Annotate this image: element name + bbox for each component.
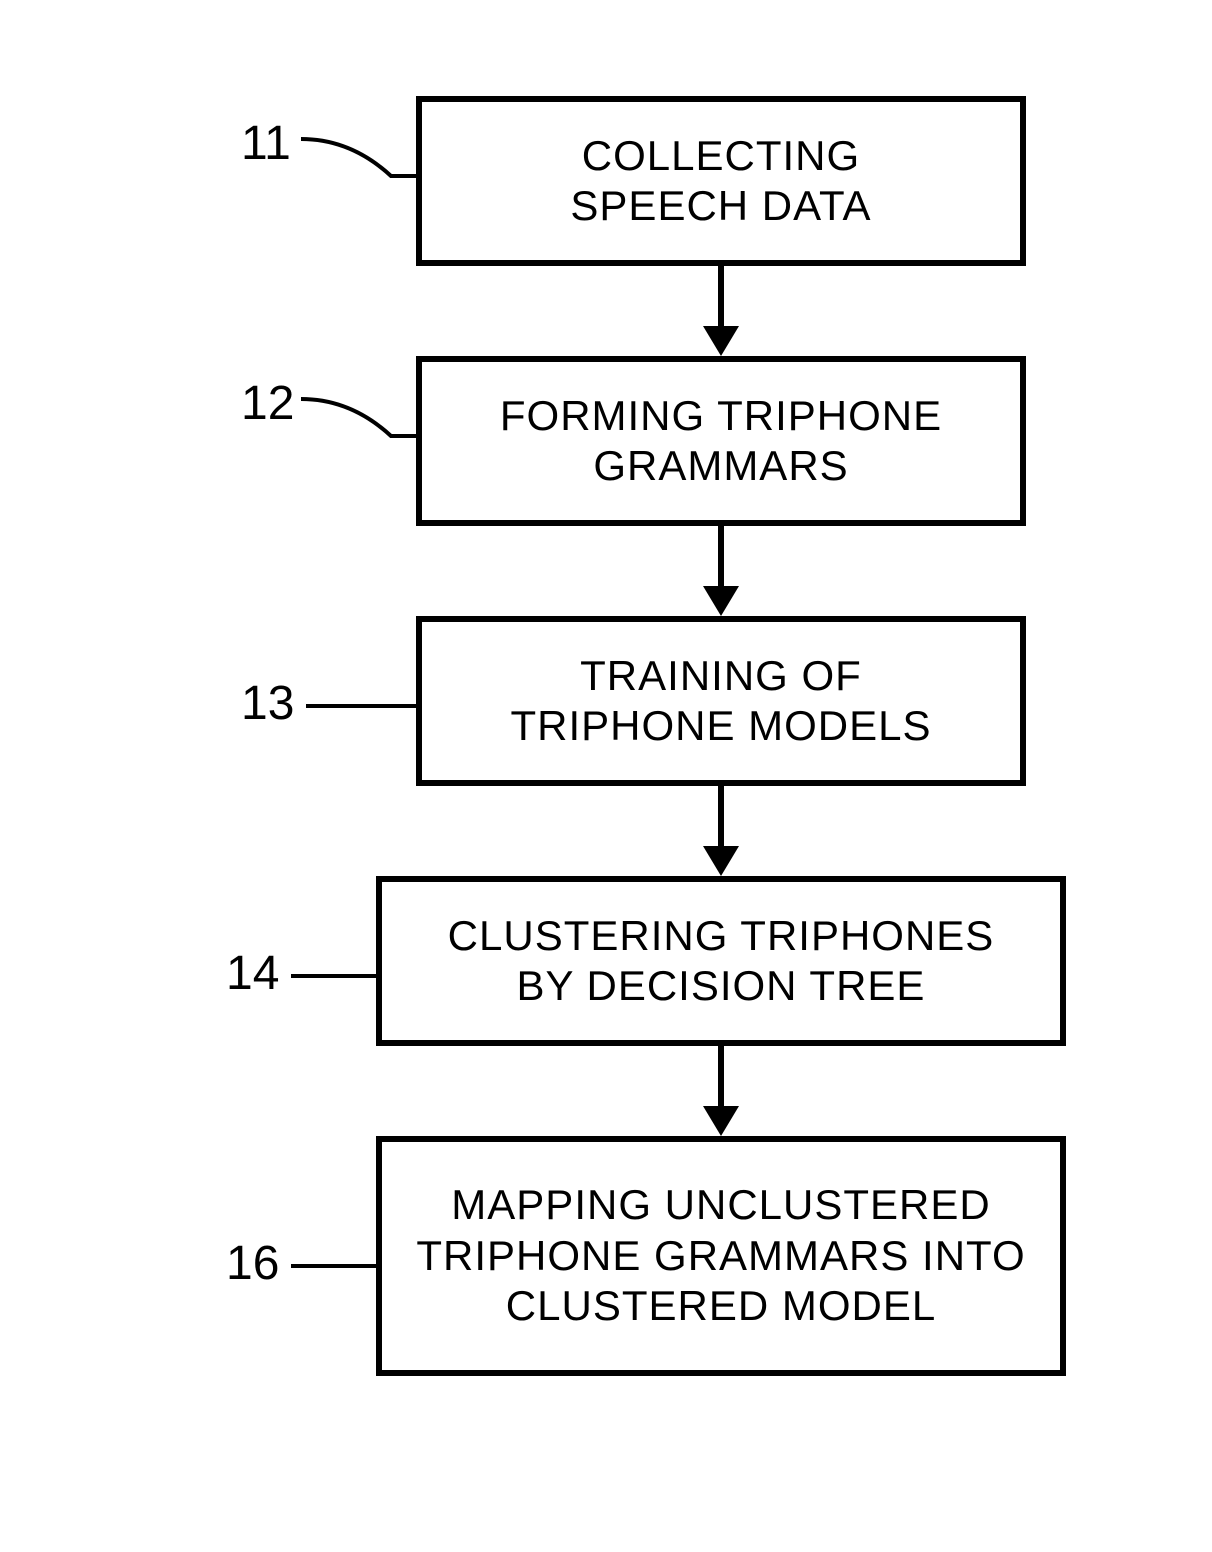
arrow-line (718, 1046, 724, 1108)
box-training-triphone-models: TRAINING OF TRIPHONE MODELS (416, 616, 1026, 786)
label-connector-11 (301, 131, 421, 191)
label-11: 11 (241, 116, 291, 171)
label-14: 14 (226, 946, 279, 1001)
box-text-line: MAPPING UNCLUSTERED (451, 1180, 990, 1230)
box-text-line: COLLECTING (582, 131, 860, 181)
label-13: 13 (241, 676, 294, 731)
box-text-line: BY DECISION TREE (517, 961, 926, 1011)
box-collecting-speech-data: COLLECTING SPEECH DATA (416, 96, 1026, 266)
label-connector-14 (291, 956, 381, 1006)
arrow-line (718, 266, 724, 328)
arrow-line (718, 526, 724, 588)
box-text-line: TRIPHONE GRAMMARS INTO (416, 1231, 1025, 1281)
arrow-head (703, 846, 739, 876)
arrow-head (703, 1106, 739, 1136)
label-connector-12 (301, 391, 421, 451)
label-16: 16 (226, 1236, 279, 1291)
box-text-line: GRAMMARS (593, 441, 848, 491)
label-12: 12 (241, 376, 294, 431)
arrow-line (718, 786, 724, 848)
box-clustering-triphones: CLUSTERING TRIPHONES BY DECISION TREE (376, 876, 1066, 1046)
arrow-head (703, 586, 739, 616)
box-text-line: CLUSTERING TRIPHONES (448, 911, 995, 961)
box-text-line: FORMING TRIPHONE (500, 391, 942, 441)
box-text-line: CLUSTERED MODEL (506, 1281, 936, 1331)
box-mapping-unclustered: MAPPING UNCLUSTERED TRIPHONE GRAMMARS IN… (376, 1136, 1066, 1376)
box-forming-triphone-grammars: FORMING TRIPHONE GRAMMARS (416, 356, 1026, 526)
label-connector-16 (291, 1246, 381, 1296)
box-text-line: SPEECH DATA (570, 181, 871, 231)
box-text-line: TRIPHONE MODELS (510, 701, 931, 751)
box-text-line: TRAINING OF (580, 651, 862, 701)
arrow-head (703, 326, 739, 356)
flowchart-container: COLLECTING SPEECH DATA 11 FORMING TRIPHO… (106, 76, 1106, 1476)
label-connector-13 (306, 686, 426, 736)
